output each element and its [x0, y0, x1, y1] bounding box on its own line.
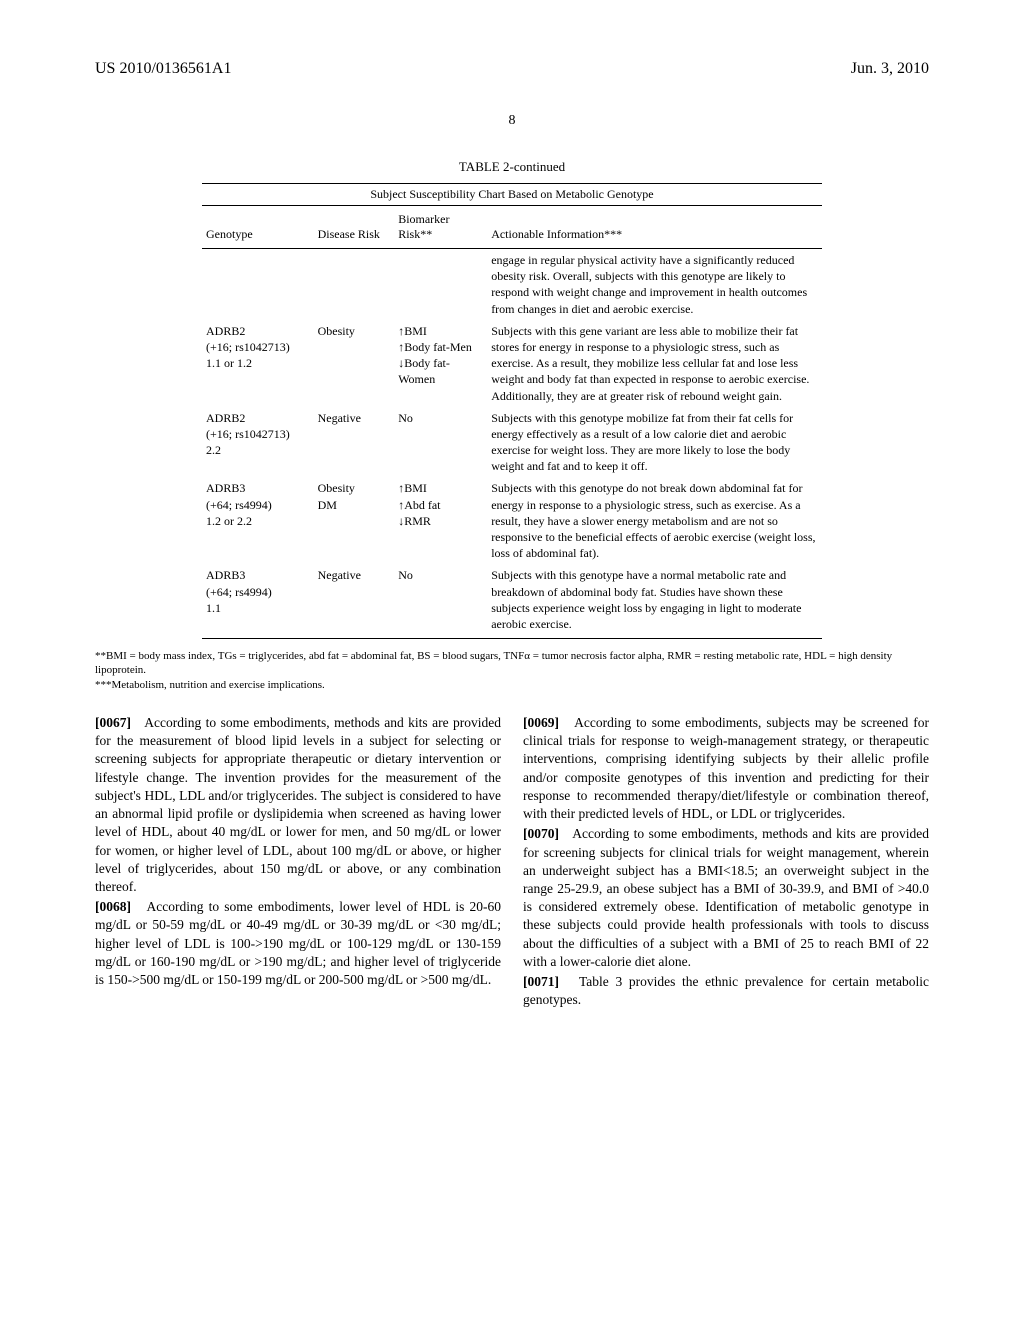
table-cell: engage in regular physical activity have… — [487, 249, 822, 320]
table-cell: Subjects with this genotype have a norma… — [487, 564, 822, 638]
paragraph: [0070] According to some embodiments, me… — [523, 825, 929, 971]
page-header: US 2010/0136561A1 Jun. 3, 2010 — [0, 0, 1024, 88]
table-cell: Subjects with this genotype do not break… — [487, 477, 822, 564]
table-cell: ↑BMI ↑Abd fat ↓RMR — [394, 477, 487, 564]
table-cell: No — [394, 407, 487, 478]
paragraph-text: According to some embodiments, subjects … — [523, 715, 929, 821]
col-header-disease: Disease Risk — [314, 206, 395, 249]
paragraph-text: According to some embodiments, methods a… — [523, 826, 929, 969]
paragraph: [0069] According to some embodiments, su… — [523, 714, 929, 823]
table-row: ADRB3 (+64; rs4994) 1.2 or 2.2Obesity DM… — [202, 477, 822, 564]
paragraph-text: According to some embodiments, lower lev… — [95, 899, 501, 987]
left-column: [0067] According to some embodiments, me… — [95, 714, 501, 1012]
table-cell — [394, 249, 487, 320]
paragraph-text: According to some embodiments, methods a… — [95, 715, 501, 894]
table-footnotes: **BMI = body mass index, TGs = triglycer… — [0, 649, 1024, 692]
publication-date: Jun. 3, 2010 — [851, 60, 929, 78]
table-title: TABLE 2-continued — [202, 159, 822, 175]
table-cell: ADRB2 (+16; rs1042713) 1.1 or 1.2 — [202, 320, 314, 407]
right-column: [0069] According to some embodiments, su… — [523, 714, 929, 1012]
col-header-biomarker: Biomarker Risk** — [394, 206, 487, 249]
table-cell: ADRB3 (+64; rs4994) 1.1 — [202, 564, 314, 638]
paragraph-text: Table 3 provides the ethnic prevalence f… — [523, 974, 929, 1007]
table-cell: No — [394, 564, 487, 638]
paragraph-number: [0068] — [95, 899, 131, 914]
publication-number: US 2010/0136561A1 — [95, 60, 231, 78]
paragraph: [0067] According to some embodiments, me… — [95, 714, 501, 896]
paragraph: [0068] According to some embodiments, lo… — [95, 898, 501, 989]
table-header-row: Genotype Disease Risk Biomarker Risk** A… — [202, 206, 822, 249]
col-header-genotype: Genotype — [202, 206, 314, 249]
table-cell: Subjects with this gene variant are less… — [487, 320, 822, 407]
footnote-metabolism: ***Metabolism, nutrition and exercise im… — [95, 678, 929, 692]
page-number: 8 — [0, 113, 1024, 129]
footnote-biomarker: **BMI = body mass index, TGs = triglycer… — [95, 649, 929, 678]
table-row: ADRB2 (+16; rs1042713) 2.2NegativeNoSubj… — [202, 407, 822, 478]
table-cell: ADRB3 (+64; rs4994) 1.2 or 2.2 — [202, 477, 314, 564]
paragraph-number: [0070] — [523, 826, 559, 841]
col-header-action: Actionable Information*** — [487, 206, 822, 249]
table-cell: ADRB2 (+16; rs1042713) 2.2 — [202, 407, 314, 478]
paragraph-number: [0067] — [95, 715, 131, 730]
table-2-continued: TABLE 2-continued Subject Susceptibility… — [202, 159, 822, 639]
paragraph-number: [0071] — [523, 974, 559, 989]
table-cell: Subjects with this genotype mobilize fat… — [487, 407, 822, 478]
table-cell: Obesity — [314, 320, 395, 407]
table-subtitle: Subject Susceptibility Chart Based on Me… — [202, 183, 822, 206]
paragraph: [0071] Table 3 provides the ethnic preva… — [523, 973, 929, 1009]
table-cell — [202, 249, 314, 320]
table-cell: Negative — [314, 407, 395, 478]
table-cell: ↑BMI ↑Body fat-Men ↓Body fat-Women — [394, 320, 487, 407]
table-row: ADRB3 (+64; rs4994) 1.1NegativeNoSubject… — [202, 564, 822, 638]
body-text: [0067] According to some embodiments, me… — [0, 692, 1024, 1012]
paragraph-number: [0069] — [523, 715, 559, 730]
table-row: ADRB2 (+16; rs1042713) 1.1 or 1.2Obesity… — [202, 320, 822, 407]
genotype-table: Genotype Disease Risk Biomarker Risk** A… — [202, 206, 822, 639]
table-cell: Negative — [314, 564, 395, 638]
table-cell — [314, 249, 395, 320]
table-row: engage in regular physical activity have… — [202, 249, 822, 320]
table-cell: Obesity DM — [314, 477, 395, 564]
